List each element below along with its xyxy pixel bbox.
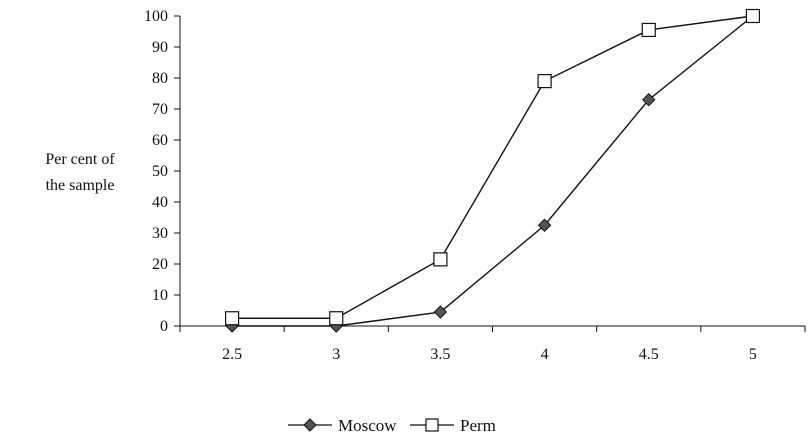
legend-perm-label: Perm [460, 416, 496, 435]
data-point-perm [329, 311, 344, 326]
y-tick-label: 70 [152, 101, 168, 118]
y-tick-label: 40 [152, 194, 168, 211]
legend-item-moscow: Moscow [288, 416, 397, 435]
y-tick-label: 100 [144, 8, 168, 25]
x-tick-label: 4.5 [639, 346, 659, 363]
y-tick-label: 10 [152, 287, 168, 304]
series-perm-line [232, 15, 754, 319]
y-tick-label: 30 [152, 225, 168, 242]
series-perm [224, 8, 761, 326]
data-point-moscow [642, 92, 656, 107]
legend: Moscow Perm [288, 416, 496, 435]
data-point-moscow [537, 218, 552, 232]
y-tick-label: 50 [152, 163, 168, 180]
y-tick-label: 60 [152, 132, 168, 149]
y-axis-label-line-2: the sample [46, 177, 115, 194]
x-tick-labels: 2.5 3 3.5 4 4.5 5 [222, 346, 757, 363]
x-tick-label: 5 [749, 346, 757, 363]
x-tick-label: 3 [332, 346, 340, 363]
legend-moscow-diamond-icon [303, 418, 317, 432]
y-tick-label: 90 [152, 39, 168, 56]
data-point-moscow [433, 305, 448, 319]
data-point-perm [433, 252, 448, 267]
data-point-perm [224, 311, 240, 326]
x-tick-label: 3.5 [430, 346, 450, 363]
x-tick-label: 4 [541, 346, 549, 363]
y-tick-labels: 0 10 20 30 40 50 60 70 80 90 100 [144, 8, 168, 335]
data-point-perm [745, 8, 761, 24]
data-point-perm [537, 73, 552, 89]
data-point-perm [641, 22, 656, 38]
y-axis-label-line-1: Per cent of [45, 151, 115, 168]
series-moscow-line [232, 15, 754, 327]
legend-moscow-label: Moscow [338, 416, 397, 435]
y-tick-label: 0 [160, 318, 168, 335]
x-tick-label: 2.5 [222, 346, 242, 363]
legend-item-perm: Perm [410, 416, 496, 435]
series-layer [224, 8, 761, 333]
legend-perm-square-icon [425, 418, 439, 432]
y-tick-label: 80 [152, 70, 168, 87]
y-tick-label: 20 [152, 256, 168, 273]
